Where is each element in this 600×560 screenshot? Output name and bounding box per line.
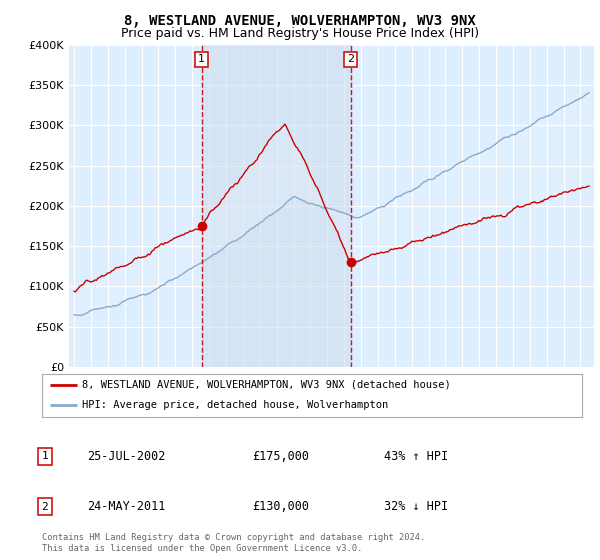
Text: £130,000: £130,000 — [252, 500, 309, 514]
Text: Contains HM Land Registry data © Crown copyright and database right 2024.
This d: Contains HM Land Registry data © Crown c… — [42, 533, 425, 553]
Text: 8, WESTLAND AVENUE, WOLVERHAMPTON, WV3 9NX: 8, WESTLAND AVENUE, WOLVERHAMPTON, WV3 9… — [124, 14, 476, 28]
Bar — [202, 45, 350, 367]
Text: HPI: Average price, detached house, Wolverhampton: HPI: Average price, detached house, Wolv… — [83, 400, 389, 410]
Text: £175,000: £175,000 — [252, 450, 309, 463]
Text: 2: 2 — [41, 502, 49, 512]
Text: 1: 1 — [41, 451, 49, 461]
Text: 32% ↓ HPI: 32% ↓ HPI — [384, 500, 448, 514]
Text: 43% ↑ HPI: 43% ↑ HPI — [384, 450, 448, 463]
Text: 1: 1 — [198, 54, 205, 64]
Text: 2: 2 — [347, 54, 354, 64]
Text: 25-JUL-2002: 25-JUL-2002 — [87, 450, 166, 463]
Text: 24-MAY-2011: 24-MAY-2011 — [87, 500, 166, 514]
Text: Price paid vs. HM Land Registry's House Price Index (HPI): Price paid vs. HM Land Registry's House … — [121, 27, 479, 40]
Text: 8, WESTLAND AVENUE, WOLVERHAMPTON, WV3 9NX (detached house): 8, WESTLAND AVENUE, WOLVERHAMPTON, WV3 9… — [83, 380, 451, 390]
